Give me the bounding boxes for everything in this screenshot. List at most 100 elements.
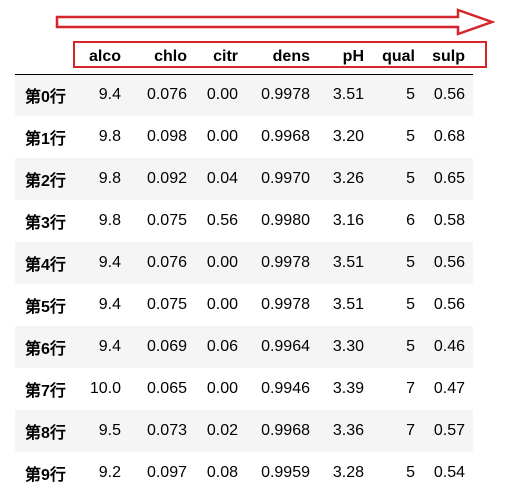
- table-cell: 0.00: [206, 128, 238, 145]
- table-cell: 9.4: [98, 86, 121, 104]
- table-row: 第9行 9.2 0.097 0.08 0.9959 3.28 5 0.54: [15, 452, 473, 494]
- table-row: 第7行 10.0 0.065 0.00 0.9946 3.39 7 0.47: [15, 368, 473, 410]
- table-cell: 0.9978: [261, 296, 310, 313]
- column-header: dens: [238, 42, 310, 75]
- column-header: pH: [310, 42, 364, 75]
- header-row: alco chlo citr dens pH qual sulp: [15, 42, 473, 75]
- index-header: [15, 42, 73, 75]
- column-header: sulp: [415, 42, 473, 75]
- table-row: 第3行 9.8 0.075 0.56 0.9980 3.16 6 0.58: [15, 200, 473, 242]
- row-index-label: 第9行: [25, 467, 66, 484]
- table-cell: 3.51: [332, 86, 364, 104]
- table-cell: 3.39: [332, 380, 364, 397]
- row-index-label: 第3行: [25, 215, 66, 232]
- table-cell: 10.0: [89, 380, 121, 397]
- table-cell: 5: [406, 464, 415, 481]
- table-cell: 0.46: [433, 338, 465, 355]
- table-cell: 0.00: [206, 86, 238, 104]
- table-cell: 0.098: [146, 128, 187, 145]
- row-index-label: 第1行: [25, 131, 66, 148]
- table-cell: 0.04: [206, 170, 238, 187]
- column-header: citr: [187, 42, 238, 75]
- table-row: 第1行 9.8 0.098 0.00 0.9968 3.20 5 0.68: [15, 116, 473, 158]
- table-cell: 0.08: [206, 464, 238, 481]
- table-cell: 0.00: [206, 254, 238, 271]
- table-cell: 0.58: [433, 212, 465, 229]
- table-cell: 0.56: [433, 296, 465, 313]
- table-cell: 5: [406, 254, 415, 271]
- table-cell: 3.51: [332, 254, 364, 271]
- right-arrow-annotation: [55, 8, 495, 36]
- table-cell: 0.56: [206, 212, 238, 229]
- table-cell: 0.00: [206, 380, 238, 397]
- table-cell: 0.9980: [261, 212, 310, 229]
- column-header-highlight-box: [73, 41, 487, 68]
- table-cell: 3.16: [332, 212, 364, 229]
- table-cell: 5: [406, 296, 415, 313]
- table-cell: 0.075: [146, 212, 187, 229]
- table-cell: 7: [406, 380, 415, 397]
- table-cell: 0.02: [206, 422, 238, 439]
- table-cell: 3.51: [332, 296, 364, 313]
- table-cell: 6: [406, 212, 415, 229]
- table-cell: 0.9970: [261, 170, 310, 187]
- row-index-label: 第6行: [25, 341, 66, 358]
- table-cell: 9.4: [98, 338, 121, 355]
- table-cell: 0.097: [146, 464, 187, 481]
- table-cell: 3.28: [332, 464, 364, 481]
- table-row: 第8行 9.5 0.073 0.02 0.9968 3.36 7 0.57: [15, 410, 473, 452]
- table-cell: 0.075: [146, 296, 187, 313]
- table-cell: 0.65: [433, 170, 465, 187]
- table-cell: 5: [406, 170, 415, 187]
- column-header: alco: [73, 42, 123, 75]
- table-cell: 0.57: [433, 422, 465, 439]
- table-row: 第2行 9.8 0.092 0.04 0.9970 3.26 5 0.65: [15, 158, 473, 200]
- table-cell: 0.56: [433, 86, 465, 104]
- table-cell: 0.065: [146, 380, 187, 397]
- table-cell: 9.4: [98, 296, 121, 313]
- table-cell: 0.9959: [261, 464, 310, 481]
- table-cell: 0.54: [433, 464, 465, 481]
- column-header: qual: [364, 42, 415, 75]
- table-cell: 9.8: [98, 170, 121, 187]
- table-cell: 0.06: [206, 338, 238, 355]
- table-cell: 3.26: [332, 170, 364, 187]
- table-row: 第6行 9.4 0.069 0.06 0.9964 3.30 5 0.46: [15, 326, 473, 368]
- table-cell: 0.076: [146, 86, 187, 104]
- table-cell: 0.076: [146, 254, 187, 271]
- table-row: 第4行 9.4 0.076 0.00 0.9978 3.51 5 0.56: [15, 242, 473, 284]
- table-cell: 5: [406, 128, 415, 145]
- table-cell: 9.8: [98, 212, 121, 229]
- table-cell: 0.47: [433, 380, 465, 397]
- table-cell: 3.30: [332, 338, 364, 355]
- row-index-label: 第5行: [25, 299, 66, 316]
- dataframe-table: alco chlo citr dens pH qual sulp 第0行 9.4 0…: [15, 42, 473, 494]
- table-cell: 7: [406, 422, 415, 439]
- table-cell: 0.092: [146, 170, 187, 187]
- table-cell: 0.00: [206, 296, 238, 313]
- row-index-label: 第7行: [25, 383, 66, 400]
- table-cell: 9.4: [98, 254, 121, 271]
- table-cell: 9.5: [98, 422, 121, 439]
- row-index-label: 第0行: [25, 89, 66, 107]
- table-cell: 0.9978: [261, 86, 310, 104]
- table-cell: 9.2: [98, 464, 121, 481]
- table-cell: 0.68: [433, 128, 465, 145]
- column-header: chlo: [123, 42, 187, 75]
- table-cell: 5: [406, 86, 415, 104]
- table-cell: 0.9968: [261, 422, 310, 439]
- table-row: 第5行 9.4 0.075 0.00 0.9978 3.51 5 0.56: [15, 284, 473, 326]
- table-cell: 3.36: [332, 422, 364, 439]
- row-index-label: 第8行: [25, 425, 66, 442]
- table-cell: 0.9968: [261, 128, 310, 145]
- row-index-label: 第4行: [25, 257, 66, 274]
- table-cell: 0.56: [433, 254, 465, 271]
- table-cell: 5: [406, 338, 415, 355]
- table-cell: 0.073: [146, 422, 187, 439]
- table-cell: 0.069: [146, 338, 187, 355]
- table-cell: 0.9946: [261, 380, 310, 397]
- table-cell: 3.20: [332, 128, 364, 145]
- table-row: 第0行 9.4 0.076 0.00 0.9978 3.51 5 0.56: [15, 74, 473, 116]
- table-cell: 9.8: [98, 128, 121, 145]
- table-cell: 0.9978: [261, 254, 310, 271]
